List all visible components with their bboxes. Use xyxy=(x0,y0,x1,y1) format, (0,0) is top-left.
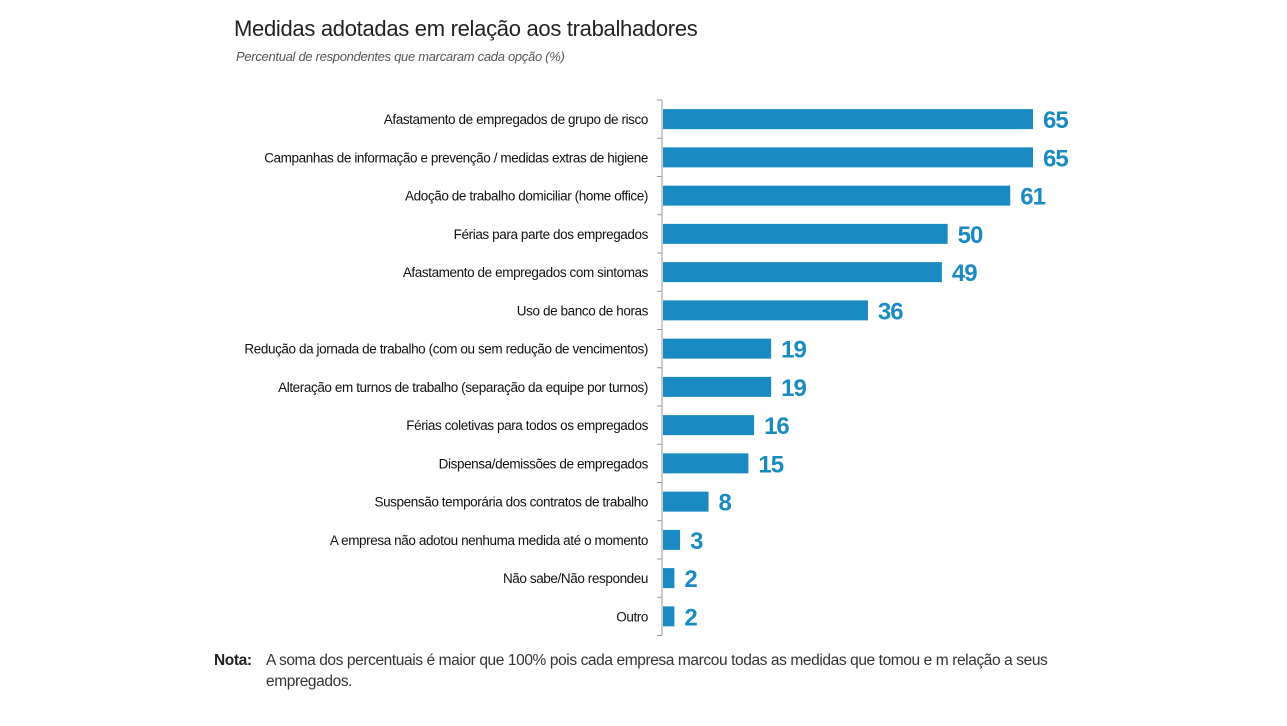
footnote-key: Nota: xyxy=(214,652,252,669)
category-labels: Afastamento de empregados de grupo de ri… xyxy=(244,112,649,624)
category-label: Uso de banco de horas xyxy=(517,303,649,318)
value-label: 65 xyxy=(1043,145,1068,172)
value-label: 50 xyxy=(958,222,983,249)
value-label: 2 xyxy=(684,566,697,593)
category-label: Suspensão temporária dos contratos de tr… xyxy=(374,495,648,510)
bar xyxy=(663,606,675,627)
y-axis xyxy=(657,99,663,636)
bar xyxy=(663,338,772,359)
value-label: 19 xyxy=(781,337,806,364)
value-label: 49 xyxy=(952,260,977,287)
value-label: 8 xyxy=(719,490,732,517)
value-label: 3 xyxy=(690,528,703,555)
value-labels: 65 65 61 50 49 36 19 19 16 15 83 2 2 xyxy=(684,107,1069,631)
bar xyxy=(663,415,755,436)
value-label: 65 xyxy=(1043,107,1068,134)
value-label: 15 xyxy=(758,451,783,478)
bar xyxy=(663,568,675,589)
value-label: 36 xyxy=(878,298,903,325)
bar xyxy=(663,147,1033,168)
bar xyxy=(663,223,948,244)
bar xyxy=(663,300,868,321)
value-label: 19 xyxy=(781,375,806,402)
category-label: Outro xyxy=(616,609,648,624)
footnote: Nota: A soma dos percentuais é maior que… xyxy=(214,650,1074,692)
category-label: A empresa não adotou nenhuma medida até … xyxy=(330,533,648,548)
bar xyxy=(663,453,749,474)
bar xyxy=(663,491,709,512)
category-label: Não sabe/Não respondeu xyxy=(503,571,648,586)
chart-title: Medidas adotadas em relação aos trabalha… xyxy=(234,16,698,41)
value-label: 61 xyxy=(1020,184,1045,211)
category-label: Redução da jornada de trabalho (com ou s… xyxy=(244,342,648,357)
bar xyxy=(663,262,942,283)
category-label: Alteração em turnos de trabalho (separaç… xyxy=(278,380,648,395)
chart-subtitle: Percentual de respondentes que marcaram … xyxy=(236,49,565,64)
bars xyxy=(663,109,1033,627)
value-label: 16 xyxy=(764,413,789,440)
category-label: Adoção de trabalho domiciliar (home offi… xyxy=(405,189,648,204)
category-label: Campanhas de informação e prevenção / me… xyxy=(264,150,648,165)
bar xyxy=(663,109,1033,130)
value-label: 2 xyxy=(684,604,697,631)
bar xyxy=(663,376,772,397)
footnote-text: A soma dos percentuais é maior que 100% … xyxy=(266,652,1048,690)
category-label: Férias coletivas para todos os empregado… xyxy=(406,418,648,433)
bar xyxy=(663,529,681,550)
category-label: Afastamento de empregados com sintomas xyxy=(403,265,649,280)
category-label: Férias para parte dos empregados xyxy=(454,227,649,242)
bar xyxy=(663,185,1011,206)
category-label: Afastamento de empregados de grupo de ri… xyxy=(384,112,648,127)
category-label: Dispensa/demissões de empregados xyxy=(439,456,649,471)
